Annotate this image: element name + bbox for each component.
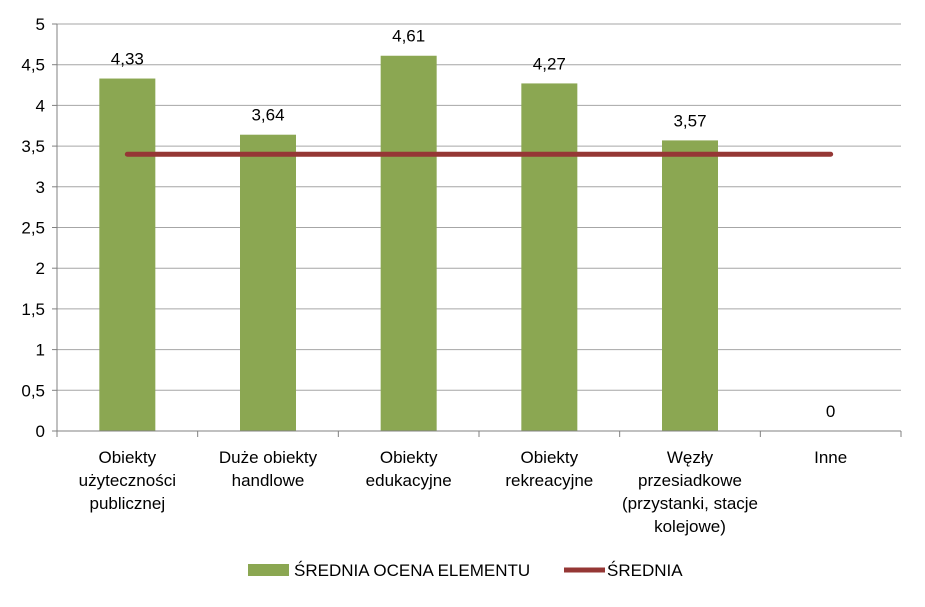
bar — [662, 140, 718, 432]
y-tick-label: 1,5 — [21, 300, 45, 319]
y-tick-label: 3 — [36, 178, 45, 197]
data-labels: 4,33 3,64 4,61 4,27 3,57 0 — [111, 27, 836, 421]
x-category-label-line: (przystanki, stacje — [622, 494, 758, 513]
x-category-label-line: Węzły — [667, 448, 714, 467]
x-axis-category-labels: Obiekty użyteczności publicznej Duże obiekt… — [79, 448, 848, 536]
data-label: 4,33 — [111, 50, 144, 69]
bar — [240, 134, 296, 432]
x-category-label-line: rekreacyjne — [505, 471, 593, 490]
legend: ŚREDNIA OCENA ELEMENTU ŚREDNIA — [248, 561, 683, 580]
y-tick-label: 4,5 — [21, 56, 45, 75]
x-category-label-line: Obiekty — [521, 448, 579, 467]
x-category-label-line: publicznej — [90, 494, 166, 513]
y-tick-label: 1 — [36, 341, 45, 360]
y-tick-label: 2,5 — [21, 219, 45, 238]
y-tick-label: 0,5 — [21, 381, 45, 400]
bar — [99, 78, 156, 432]
y-axis-tick-labels: 0 0,5 1 1,5 2 2,5 3 3,5 4 4,5 5 — [21, 15, 45, 441]
y-tick-label: 3,5 — [21, 137, 45, 156]
gridlines — [57, 23, 901, 391]
axes — [52, 23, 902, 437]
y-tick-label: 0 — [36, 422, 45, 441]
y-tick-label: 2 — [36, 259, 45, 278]
data-label: 3,64 — [251, 106, 284, 125]
x-category-label-line: kolejowe) — [654, 517, 726, 536]
x-category-label-line: edukacyjne — [366, 471, 452, 490]
y-tick-label: 4 — [36, 96, 45, 115]
x-category-label-line: Duże obiekty — [219, 448, 318, 467]
legend-label-bar: ŚREDNIA OCENA ELEMENTU — [294, 561, 530, 580]
bar — [521, 83, 578, 431]
y-tick-label: 5 — [36, 15, 45, 34]
x-category-label-line: Obiekty — [380, 448, 438, 467]
x-category-label-line: przesiadkowe — [638, 471, 742, 490]
bar — [380, 55, 437, 431]
legend-label-line: ŚREDNIA — [607, 561, 683, 580]
data-label: 4,27 — [533, 54, 566, 73]
data-label: 3,57 — [673, 111, 706, 130]
x-category-label-line: Obiekty — [99, 448, 157, 467]
data-label: 4,61 — [392, 27, 425, 46]
data-label: 0 — [826, 402, 835, 421]
x-category-label-line: Inne — [814, 448, 847, 467]
bars — [99, 55, 718, 432]
x-category-label-line: handlowe — [232, 471, 305, 490]
legend-swatch-bar — [248, 564, 289, 576]
x-category-label-line: użyteczności — [79, 471, 176, 490]
